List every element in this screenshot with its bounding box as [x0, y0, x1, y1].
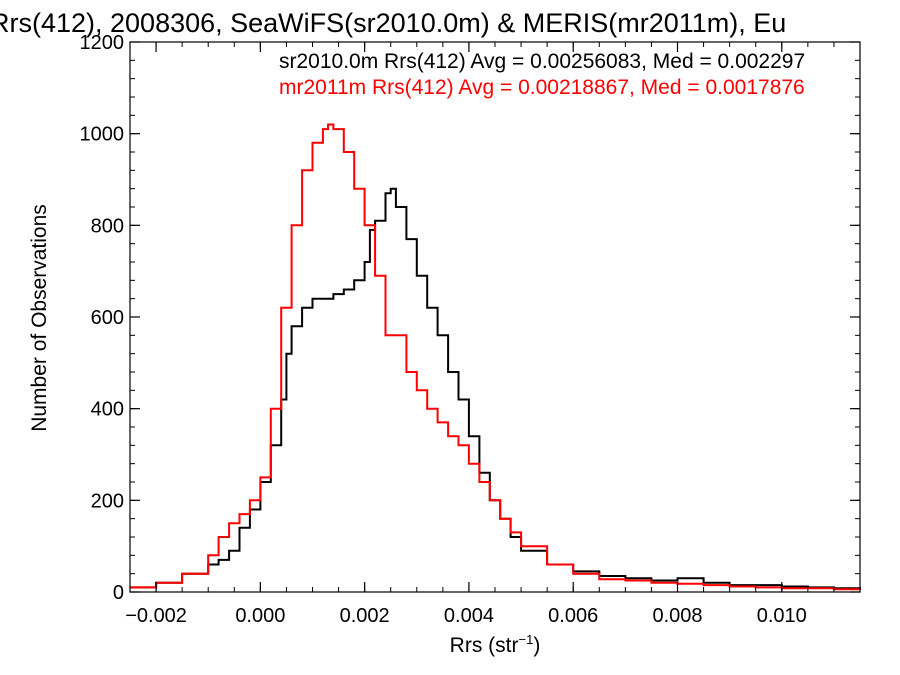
x-tick-label: 0.002 — [340, 605, 390, 627]
x-tick-label: −0.002 — [125, 605, 187, 627]
x-tick-label: 0.010 — [757, 605, 807, 627]
x-tick-label: 0.006 — [548, 605, 598, 627]
series-line-meris — [130, 123, 861, 591]
y-tick-label: 1200 — [80, 32, 125, 54]
x-axis-label: Rrs (str−1) — [450, 632, 541, 658]
stat-line-meris: mr2011m Rrs(412) Avg = 0.00218867, Med =… — [279, 76, 805, 99]
x-tick-label: 0.000 — [235, 605, 285, 627]
series-line-seawifs — [130, 187, 861, 590]
x-tick-label: 0.008 — [652, 605, 702, 627]
y-tick-label: 200 — [91, 490, 124, 512]
y-axis-label: Number of Observations — [28, 204, 51, 432]
x-tick-label: 0.004 — [444, 605, 494, 627]
x-axis-label-superscript: −1 — [518, 632, 534, 647]
plot-frame — [129, 41, 861, 593]
y-tick-label: 1000 — [80, 124, 125, 146]
y-tick-label: 600 — [91, 307, 124, 329]
y-tick-label: 400 — [91, 399, 124, 421]
y-tick-label: 800 — [91, 215, 124, 237]
x-axis-label-main: Rrs (str — [449, 634, 519, 657]
y-tick-label: 0 — [113, 582, 124, 604]
chart-title: Rrs(412), 2008306, SeaWiFS(sr2010.0m) & … — [0, 8, 787, 38]
stat-line-seawifs: sr2010.0m Rrs(412) Avg = 0.00256083, Med… — [279, 50, 806, 73]
x-axis-label-close: ) — [533, 634, 541, 657]
